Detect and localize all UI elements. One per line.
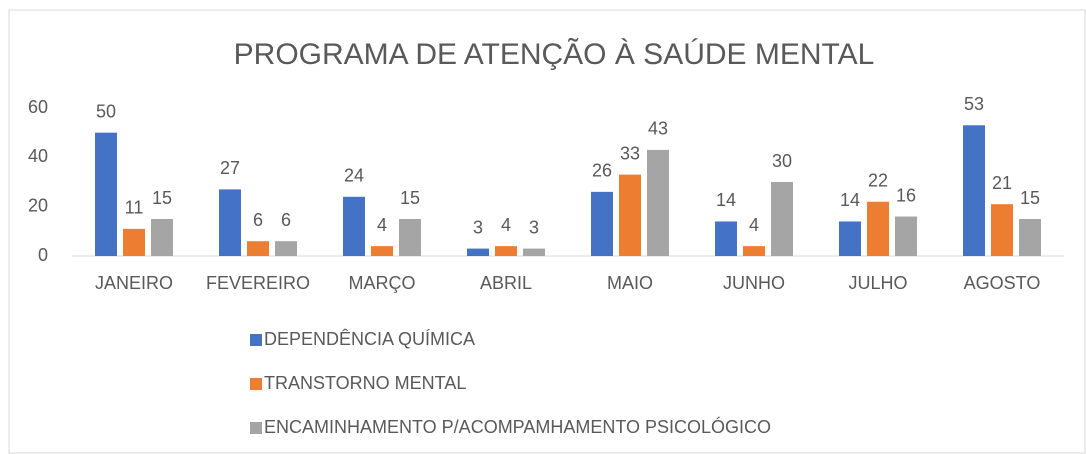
- bar: [247, 241, 269, 256]
- x-tick-label: MARÇO: [349, 273, 416, 293]
- data-label: 30: [772, 151, 792, 171]
- bar: [839, 221, 861, 256]
- data-label: 50: [96, 101, 116, 121]
- x-tick-label: JUNHO: [723, 273, 785, 293]
- bar: [219, 189, 241, 256]
- bar: [123, 228, 145, 256]
- data-label: 11: [125, 198, 144, 218]
- bar: [467, 248, 489, 256]
- bar: [619, 174, 641, 256]
- data-label: 3: [473, 217, 483, 237]
- x-tick-label: JANEIRO: [95, 273, 173, 293]
- bar: [715, 221, 737, 256]
- bar: [743, 246, 765, 256]
- data-label: 21: [992, 173, 1012, 193]
- bar: [991, 204, 1013, 256]
- bar: [895, 216, 917, 256]
- x-tick-label: JULHO: [848, 273, 907, 293]
- data-label: 15: [1020, 188, 1040, 208]
- legend-label: ENCAMINHAMENTO P/ACOMPAMHAMENTO PSICOLÓG…: [264, 416, 771, 437]
- y-tick-label: 0: [38, 245, 48, 265]
- data-label: 33: [620, 143, 640, 163]
- legend-label: DEPENDÊNCIA QUÍMICA: [264, 329, 475, 349]
- x-tick-label: MAIO: [607, 273, 653, 293]
- bar: [371, 246, 393, 256]
- y-tick-label: 40: [28, 146, 48, 166]
- chart-title: PROGRAMA DE ATENÇÃO À SAÚDE MENTAL: [234, 37, 875, 71]
- data-label: 3: [529, 217, 539, 237]
- data-label: 27: [220, 158, 240, 178]
- bar: [1019, 219, 1041, 256]
- bar: [399, 219, 421, 256]
- data-label: 24: [344, 166, 364, 186]
- data-label: 22: [868, 170, 888, 190]
- bar: [647, 149, 669, 256]
- data-label: 15: [400, 188, 420, 208]
- x-tick-label: FEVEREIRO: [206, 273, 310, 293]
- data-label: 4: [377, 215, 387, 235]
- x-tick-label: AGOSTO: [964, 273, 1041, 293]
- data-label: 4: [501, 215, 511, 235]
- bar: [771, 182, 793, 256]
- data-label: 43: [648, 119, 668, 139]
- bar: [495, 246, 517, 256]
- legend-label: TRANSTORNO MENTAL: [264, 373, 466, 393]
- data-label: 6: [281, 210, 291, 230]
- data-label: 4: [749, 215, 759, 235]
- data-label: 15: [152, 188, 172, 208]
- bar: [963, 125, 985, 257]
- data-label: 6: [253, 210, 263, 230]
- bar: [867, 201, 889, 256]
- data-label: 14: [716, 190, 736, 210]
- data-label: 53: [964, 94, 984, 114]
- bar: [523, 248, 545, 256]
- data-label: 26: [592, 161, 612, 181]
- legend-swatch: [250, 334, 262, 346]
- bar: [151, 219, 173, 256]
- bar: [343, 196, 365, 256]
- legend-swatch: [250, 378, 262, 390]
- data-label: 16: [896, 185, 916, 205]
- bar: [591, 191, 613, 256]
- bar: [275, 241, 297, 256]
- y-tick-label: 20: [28, 195, 48, 215]
- x-tick-label: ABRIL: [480, 273, 532, 293]
- legend-swatch: [250, 422, 262, 434]
- y-tick-label: 60: [28, 97, 48, 117]
- data-label: 14: [840, 190, 860, 210]
- bar: [95, 132, 117, 256]
